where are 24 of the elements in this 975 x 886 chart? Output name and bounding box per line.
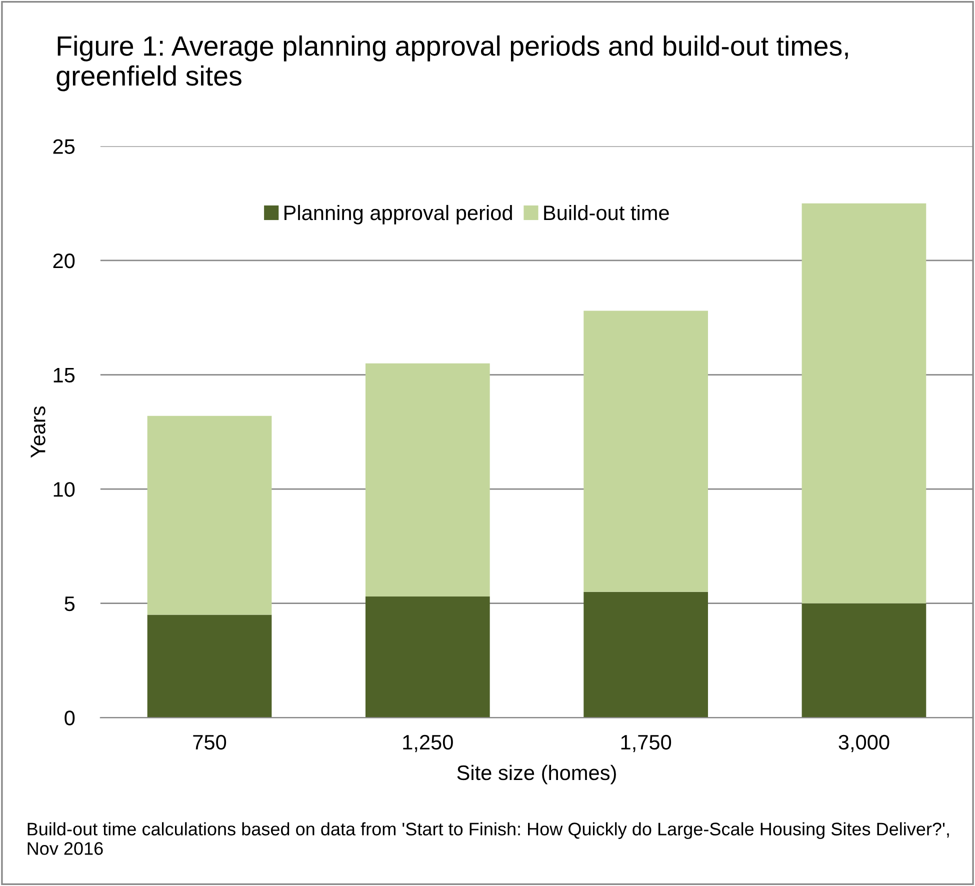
y-axis-title: Years — [30, 406, 46, 458]
bar — [584, 310, 708, 592]
legend-label: Planning approval period — [284, 204, 512, 224]
y-tick-label: 0 — [64, 710, 75, 726]
bar — [802, 203, 926, 604]
bar — [365, 596, 490, 718]
chart-title: Figure 1: Average planning approval periods and build-out times, greenfield sites — [56, 35, 848, 92]
x-tick-label: 3,000 — [838, 734, 890, 752]
y-tick-label: 15 — [54, 368, 75, 383]
y-tick-label: 25 — [53, 139, 75, 154]
x-axis-title: Site size (homes) — [457, 764, 616, 784]
y-tick-label: 20 — [53, 253, 75, 268]
legend-label: Build-out time — [544, 204, 669, 220]
bar — [147, 416, 272, 615]
bar — [147, 614, 272, 718]
bar — [584, 592, 708, 718]
x-tick-label: 1,750 — [621, 734, 672, 752]
x-tick-label: 1,250 — [403, 734, 453, 752]
y-tick-label: 5 — [64, 596, 75, 612]
x-tick-label: 750 — [193, 734, 226, 750]
text: Build-out time calculations based on data from 'Start to Finish: How Quickly do Large-Scale Housing Sites Deliver?', Nov 2016 — [28, 822, 949, 855]
bar — [802, 603, 926, 718]
y-tick-label: 10 — [54, 482, 75, 497]
bar — [365, 363, 490, 597]
